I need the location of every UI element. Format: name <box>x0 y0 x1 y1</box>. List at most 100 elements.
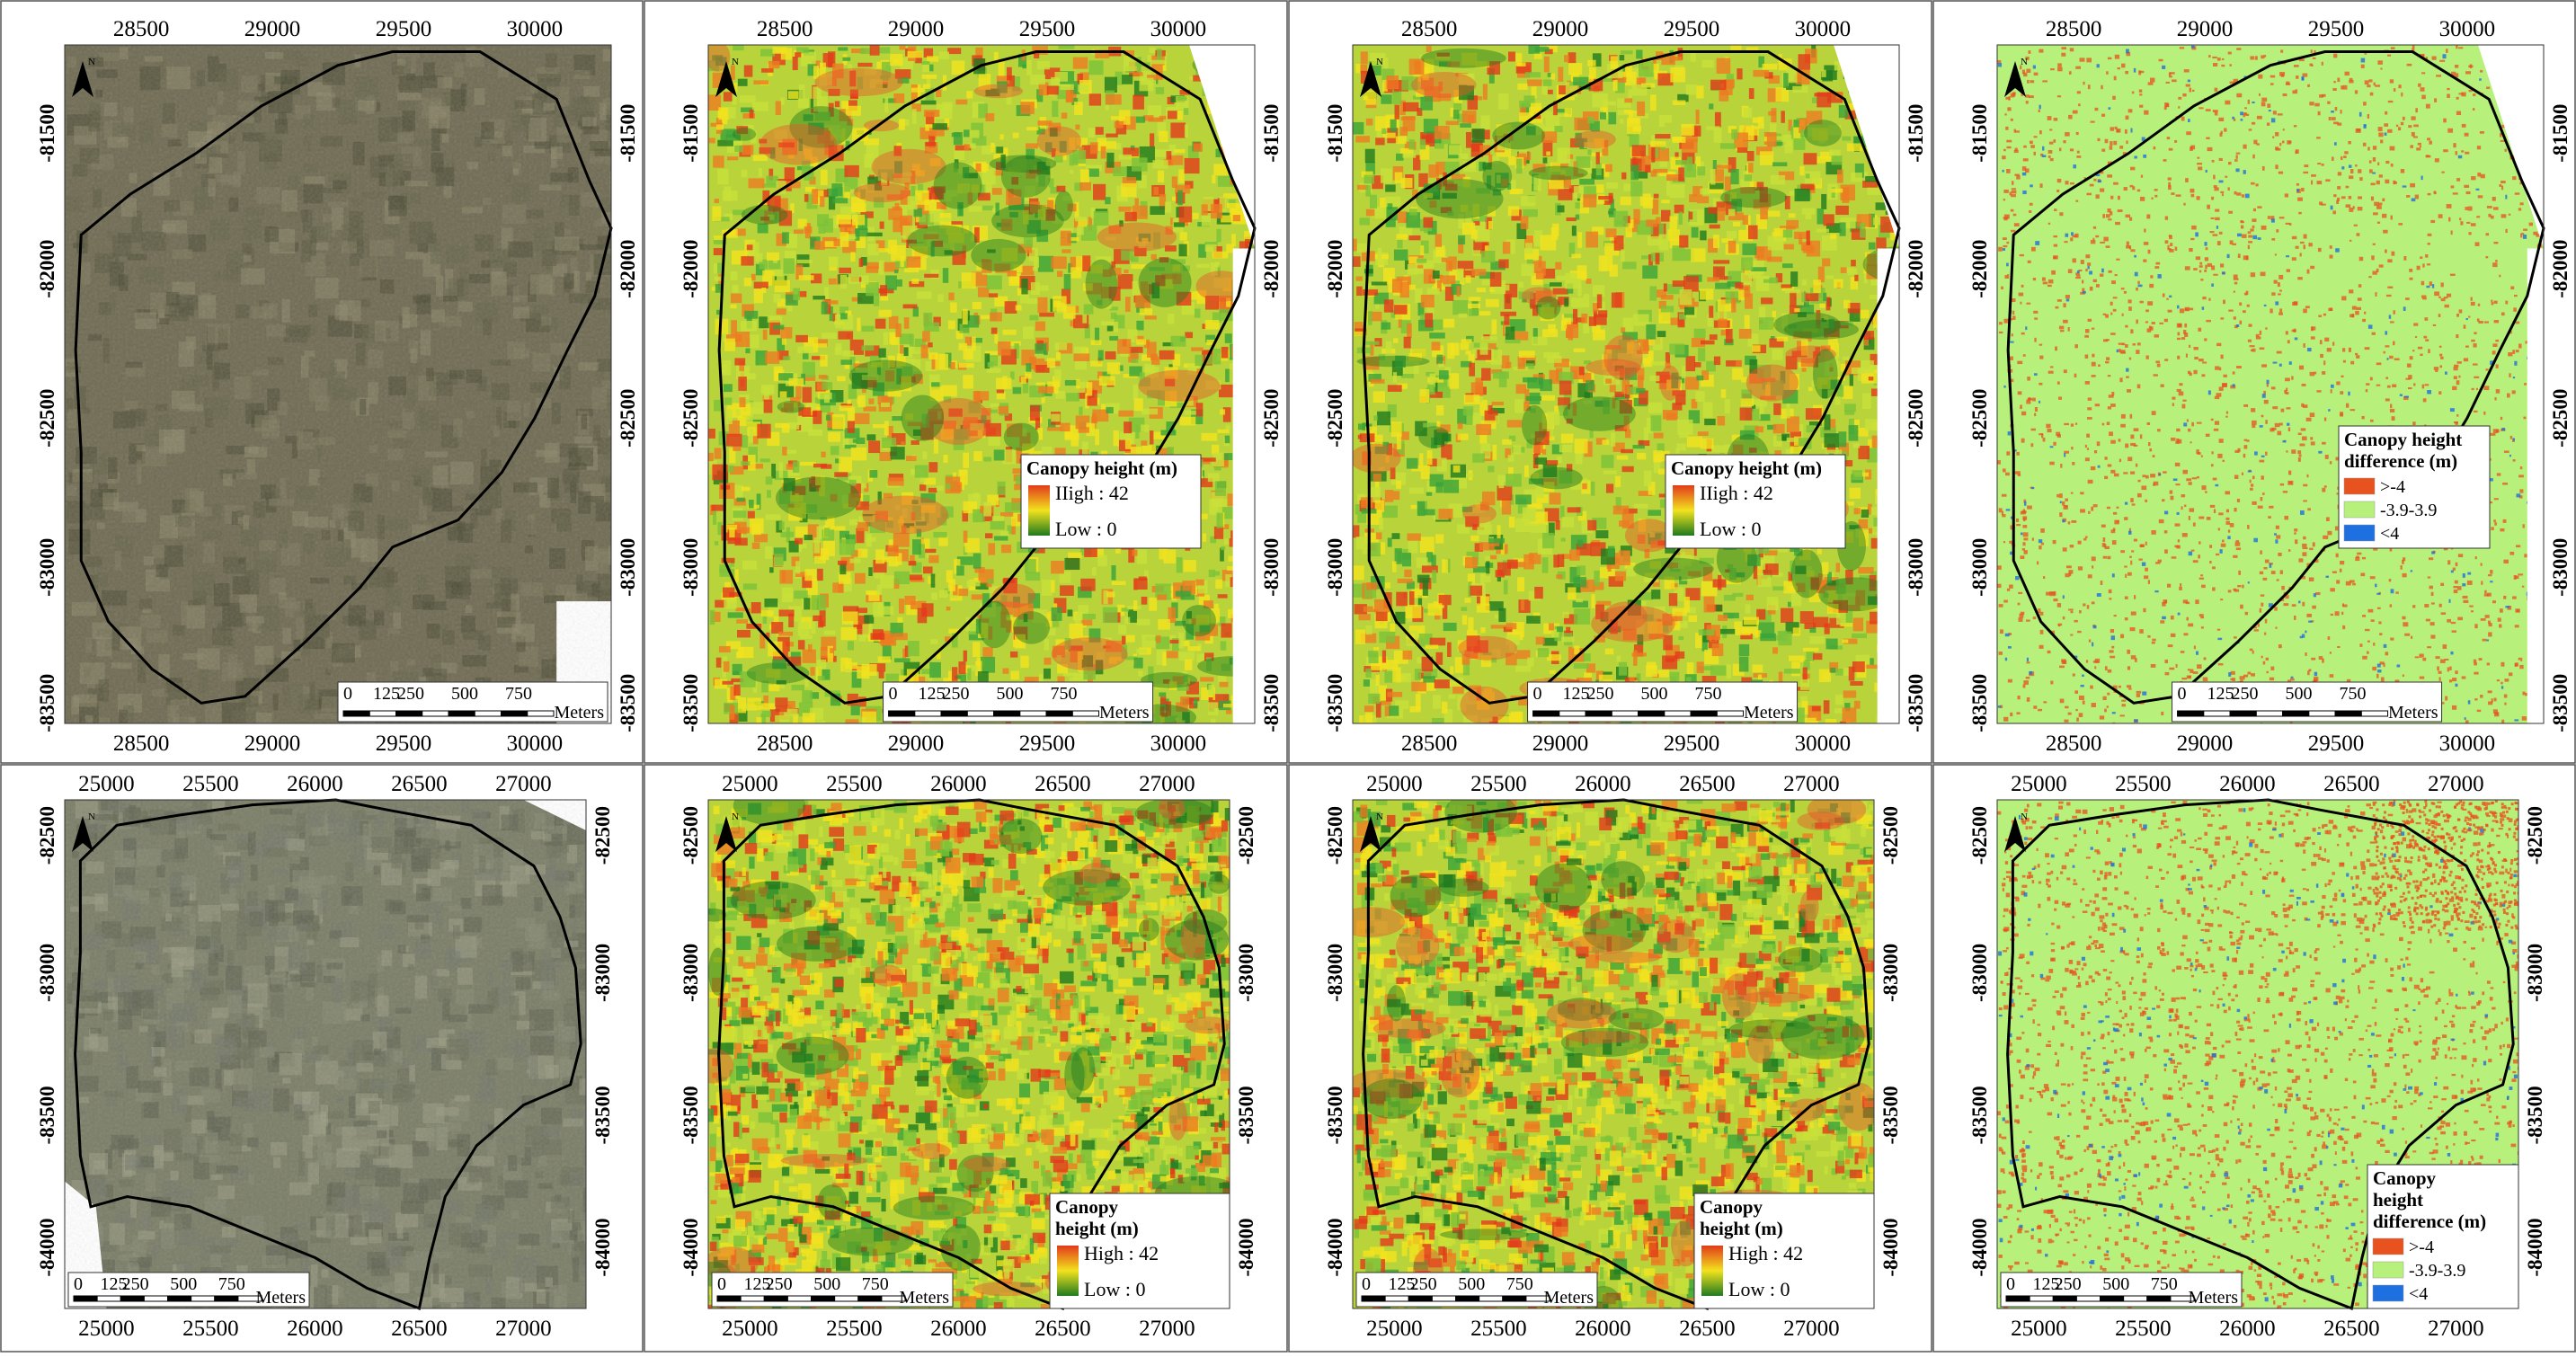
x-tick-bottom: 30000 <box>2439 732 2496 756</box>
y-tick-right: -83500 <box>2524 1086 2546 1144</box>
x-tick-top: 29500 <box>1019 17 1076 41</box>
legend-item-label: <4 <box>2380 524 2399 544</box>
x-tick-top: 25500 <box>826 772 883 796</box>
scale-bar-tick: 500 <box>2286 684 2313 704</box>
y-tick-left: -82000 <box>36 240 58 298</box>
x-tick-bottom: 29000 <box>2177 732 2234 756</box>
scale-bar-unit: Meters <box>1744 703 1794 723</box>
scale-bar-tick: 0 <box>2006 1274 2015 1294</box>
scale-bar-tick: 500 <box>451 684 478 704</box>
y-tick-left: -82500 <box>36 389 58 448</box>
x-tick-top: 29000 <box>244 17 301 41</box>
raster-image <box>706 42 1280 739</box>
x-tick-top: 26000 <box>287 772 343 796</box>
x-tick-top: 27000 <box>1783 772 1840 796</box>
scale-bar-tick: 125 <box>919 684 946 704</box>
north-label: N <box>1376 812 1383 822</box>
x-tick-bottom: 28500 <box>2046 732 2102 756</box>
legend-swatch <box>2344 525 2375 541</box>
scale-bar-tick: 250 <box>1410 1274 1437 1294</box>
y-tick-right: -82500 <box>1235 806 1257 865</box>
legend-title: Canopy height (m) <box>1026 457 1177 479</box>
north-label: N <box>2021 57 2028 67</box>
legend-item-label: -3.9-3.9 <box>2409 1261 2465 1281</box>
scale-bar-tick: 750 <box>2340 684 2367 704</box>
x-tick-top: 25500 <box>2115 772 2172 796</box>
legend-title: difference (m) <box>2344 450 2457 472</box>
y-tick-left: -83000 <box>1968 538 1991 597</box>
y-tick-left: -83000 <box>36 538 58 597</box>
x-tick-top: 29000 <box>1532 17 1589 41</box>
legend-item-label: <4 <box>2409 1284 2428 1304</box>
y-tick-left: -83000 <box>1324 944 1346 1002</box>
scale-bar-tick: 750 <box>1695 684 1722 704</box>
x-tick-top: 26500 <box>1679 772 1736 796</box>
legend-low-label: Low : 0 <box>1055 518 1116 540</box>
y-tick-right: -83500 <box>2549 674 2572 732</box>
y-tick-left: -83000 <box>36 944 58 1002</box>
scale-bar-tick: 0 <box>1362 1274 1371 1294</box>
x-tick-top: 25500 <box>182 772 239 796</box>
x-tick-top: 26000 <box>930 772 987 796</box>
x-tick-bottom: 28500 <box>113 732 170 756</box>
scale-bar-tick: 750 <box>1506 1274 1533 1294</box>
legend-swatch <box>2344 501 2375 518</box>
legend-title: Canopy <box>1055 1196 1119 1218</box>
legend-title: height (m) <box>1055 1218 1139 1239</box>
x-tick-top: 30000 <box>2439 17 2496 41</box>
x-tick-top: 27000 <box>495 772 552 796</box>
y-tick-left: -82000 <box>680 240 702 298</box>
north-label: N <box>2021 812 2028 822</box>
y-tick-right: -81500 <box>2549 104 2572 163</box>
x-tick-bottom: 29000 <box>1532 732 1589 756</box>
raster-image <box>1997 45 2548 727</box>
x-tick-top: 26500 <box>1035 772 1091 796</box>
x-tick-bottom: 26000 <box>1575 1317 1631 1341</box>
y-tick-right: -83000 <box>591 944 614 1002</box>
north-label: N <box>732 57 739 67</box>
y-tick-left: -82500 <box>680 806 702 865</box>
legend-title: difference (m) <box>2373 1211 2486 1232</box>
legend-high-label: IIigh : 42 <box>1055 482 1129 504</box>
map-panel-1-3: N285002850029000290002950029500300003000… <box>1289 1 1932 763</box>
scale-bar-tick: 250 <box>1587 684 1614 704</box>
x-tick-bottom: 25000 <box>722 1317 778 1341</box>
x-tick-bottom: 29500 <box>1019 732 1076 756</box>
x-tick-bottom: 26500 <box>2323 1317 2380 1341</box>
map-panel-2-1: N250002500025500255002600026000265002650… <box>1 765 643 1352</box>
scale-bar-unit: Meters <box>1543 1288 1594 1308</box>
y-tick-left: -84000 <box>680 1218 702 1276</box>
x-tick-top: 29500 <box>1664 17 1720 41</box>
y-tick-left: -82500 <box>1968 806 1991 865</box>
x-tick-bottom: 29500 <box>2308 732 2365 756</box>
scale-bar-unit: Meters <box>2188 1288 2238 1308</box>
y-tick-left: -83500 <box>36 674 58 732</box>
x-tick-top: 28500 <box>1401 17 1458 41</box>
y-tick-right: -83000 <box>617 538 639 597</box>
y-tick-right: -83500 <box>591 1086 614 1144</box>
legend-high-label: IIigh : 42 <box>1700 482 1773 504</box>
x-tick-top: 28500 <box>2046 17 2102 41</box>
y-tick-left: -84000 <box>36 1218 58 1276</box>
y-tick-right: -83500 <box>1879 1086 1902 1144</box>
legend-swatch <box>2373 1238 2403 1255</box>
y-tick-right: -83000 <box>2524 944 2546 1002</box>
y-tick-right: -82000 <box>617 240 639 298</box>
x-tick-bottom: 26500 <box>1679 1317 1736 1341</box>
scale-bar-tick: 250 <box>397 684 424 704</box>
scale-bar-tick: 125 <box>373 684 400 704</box>
scale-bar-tick: 250 <box>2232 684 2259 704</box>
x-tick-bottom: 29000 <box>888 732 945 756</box>
scale-bar-tick: 0 <box>74 1274 83 1294</box>
y-tick-right: -82000 <box>1905 240 1927 298</box>
scale-bar-tick: 750 <box>2151 1274 2178 1294</box>
legend-high-label: High : 42 <box>1084 1242 1159 1264</box>
